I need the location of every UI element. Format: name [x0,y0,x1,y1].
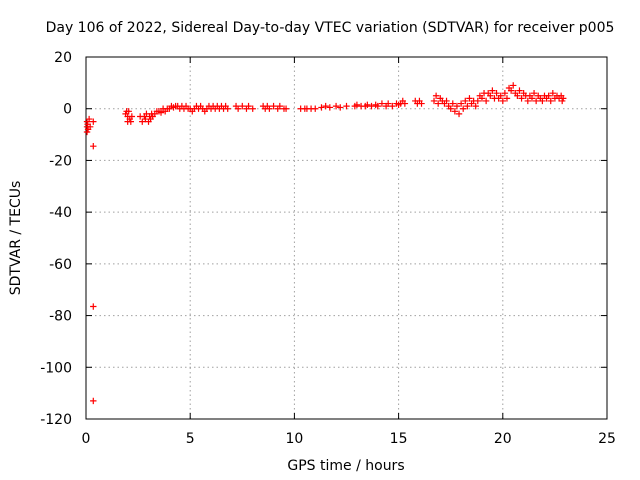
x-tick-label: 10 [285,431,303,447]
data-point [499,97,506,105]
data-point [90,397,97,405]
x-tick-label: 20 [494,431,512,447]
chart-title: Day 106 of 2022, Sidereal Day-to-day VTE… [46,20,615,36]
x-tick-label: 15 [390,431,408,447]
data-point [127,118,135,125]
x-tick-label: 5 [186,431,195,447]
data-point [560,95,567,102]
data-point [128,113,136,120]
y-tick-label: -120 [40,412,72,428]
data-point [466,95,473,102]
y-tick-label: -20 [49,153,72,169]
data-point [453,102,461,110]
grid-lines [86,57,607,419]
data-point [545,92,552,99]
x-axis-label: GPS time / hours [287,458,404,474]
data-point [516,87,523,94]
data-point [239,102,246,110]
y-tick-label: -80 [49,309,72,325]
y-tick-label: -60 [49,257,72,273]
data-point [462,97,469,105]
data-point [430,97,438,105]
data-point [353,101,361,109]
data-point [90,143,97,150]
data-point [90,303,97,310]
data-point [539,97,546,105]
data-point [507,87,515,94]
data-point [374,102,381,110]
data-point [482,97,490,105]
data-point [532,97,540,105]
data-point [528,95,536,102]
data-point [245,102,252,110]
data-point [343,102,350,110]
data-point [332,102,340,110]
data-point [224,105,231,112]
data-point [157,109,165,116]
data-point [457,100,465,107]
y-tick-label: -40 [49,205,72,221]
data-point [85,115,93,123]
data-point [547,97,554,105]
data-point [266,105,273,112]
data-point [510,82,517,89]
x-tick-label: 0 [82,431,91,447]
data-point [276,102,284,110]
data-point [518,95,525,102]
y-axis-label: SDTVAR / TECUs [8,181,24,296]
data-point [282,105,290,112]
data-point [501,90,509,97]
plot-frame [85,56,608,420]
data-point [249,105,256,112]
data-point [389,102,396,110]
data-point [493,90,500,97]
data-point [337,104,344,111]
data-point [474,97,481,105]
data-point [364,101,371,109]
data-point [125,108,132,115]
data-point [472,102,479,110]
data-point [549,90,557,97]
tick-labels: 0 5 10 15 20 25 -120 -100 -80 -60 -40 -20 0 20 [40,50,616,447]
data-point [322,102,329,110]
data-point [434,100,442,107]
data-point [86,123,94,131]
data-point [368,102,375,110]
data-point [401,100,409,107]
data-point [455,110,463,118]
data-point [418,100,425,107]
data-point [487,92,494,99]
data-point [514,92,521,99]
data-point [234,105,242,112]
data-point [447,105,454,112]
data-points [83,82,567,405]
data-point [464,102,471,110]
data-point [432,92,440,99]
data-point [312,105,319,112]
y-tick-label: -100 [40,360,72,376]
data-point [530,90,538,97]
x-tick-label: 25 [598,431,616,447]
data-point [270,102,277,110]
data-point [326,104,334,111]
data-point [489,87,496,94]
data-point [497,92,504,99]
data-point [90,118,97,125]
data-point [443,97,450,105]
data-point [378,100,386,107]
data-point [449,100,456,107]
data-point [460,105,467,112]
data-point [318,104,325,111]
y-tick-label: 0 [63,102,72,118]
y-tick-label: 20 [54,50,72,66]
data-point [451,108,459,115]
data-point [503,95,511,102]
data-point [524,97,532,105]
data-point [384,100,392,107]
data-point [478,95,486,102]
